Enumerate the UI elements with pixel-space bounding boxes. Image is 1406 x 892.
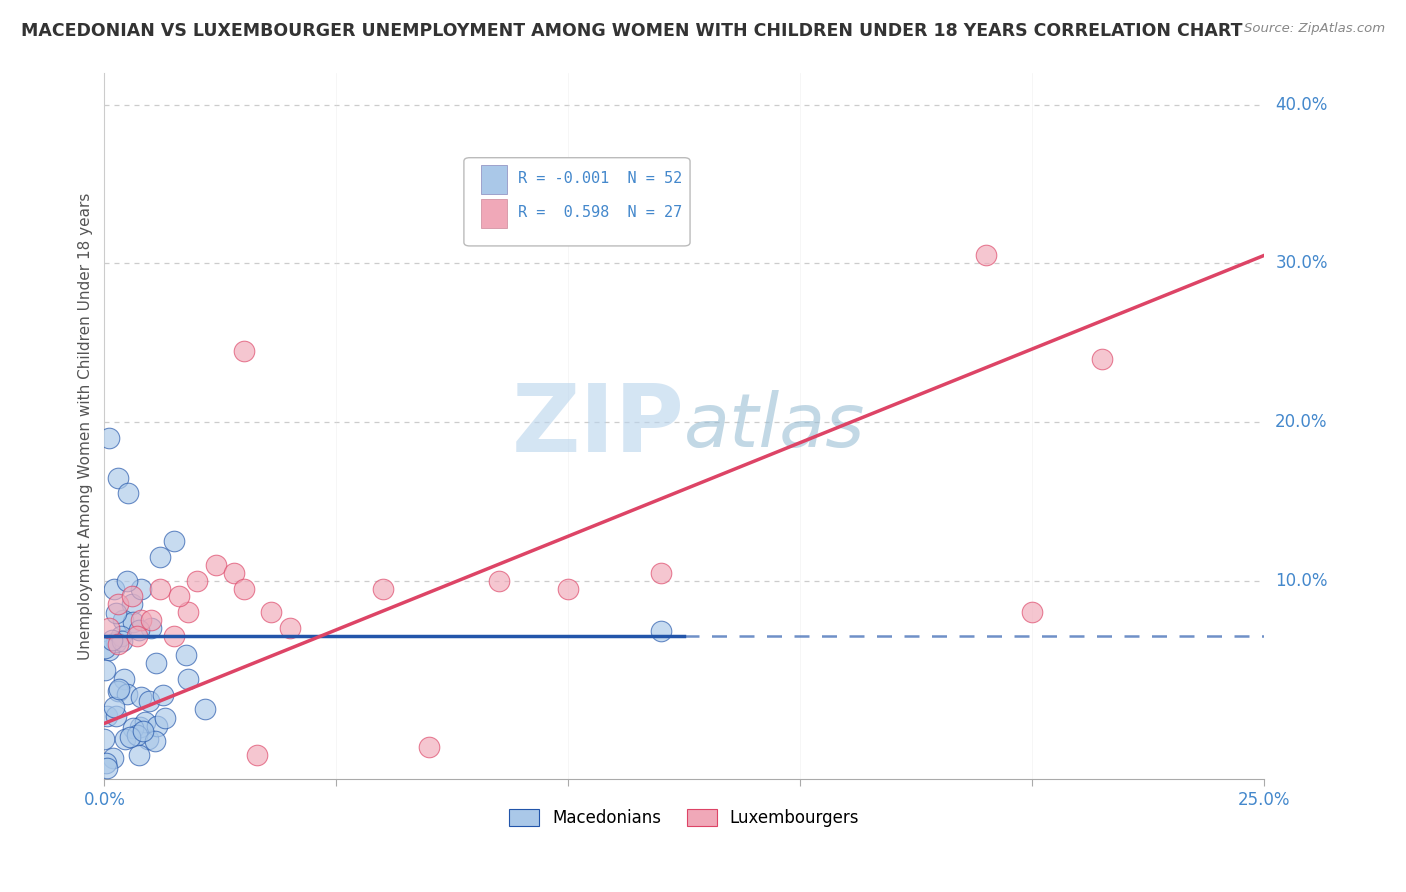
FancyBboxPatch shape xyxy=(481,165,506,194)
Point xyxy=(107,682,129,697)
Point xyxy=(98,431,121,445)
Point xyxy=(974,248,997,262)
Point xyxy=(152,689,174,703)
Point xyxy=(117,574,139,589)
FancyBboxPatch shape xyxy=(481,199,506,228)
Point xyxy=(557,582,579,596)
Point xyxy=(121,590,143,604)
Point xyxy=(143,734,166,748)
Point xyxy=(134,714,156,729)
Point xyxy=(149,582,172,596)
Point xyxy=(128,623,150,637)
Text: 30.0%: 30.0% xyxy=(1275,254,1327,272)
Point xyxy=(107,598,129,612)
Point xyxy=(125,629,148,643)
Point xyxy=(104,709,127,723)
Point xyxy=(177,672,200,686)
Point xyxy=(107,637,129,651)
Point xyxy=(194,702,217,716)
Point xyxy=(107,470,129,484)
Point xyxy=(128,748,150,763)
Point xyxy=(110,629,132,643)
Text: atlas: atlas xyxy=(685,390,866,462)
Point xyxy=(121,598,143,612)
Point xyxy=(149,549,172,564)
Point xyxy=(105,606,128,620)
Point xyxy=(278,621,301,635)
Point xyxy=(186,574,208,588)
Point xyxy=(155,711,177,725)
Point xyxy=(418,740,440,755)
Point xyxy=(204,558,226,572)
Y-axis label: Unemployment Among Women with Children Under 18 years: Unemployment Among Women with Children U… xyxy=(79,193,93,660)
Point xyxy=(93,732,115,747)
Point xyxy=(122,615,145,629)
Point xyxy=(94,640,117,655)
Text: 40.0%: 40.0% xyxy=(1275,95,1327,113)
Point xyxy=(128,720,150,734)
Point xyxy=(127,728,149,742)
Text: ZIP: ZIP xyxy=(512,380,685,472)
Point xyxy=(138,732,160,747)
Text: 20.0%: 20.0% xyxy=(1275,413,1327,431)
Point xyxy=(139,621,162,635)
Point xyxy=(246,748,269,763)
Point xyxy=(131,582,153,596)
Point xyxy=(96,761,118,775)
Point xyxy=(224,566,246,580)
Legend: Macedonians, Luxembourgers: Macedonians, Luxembourgers xyxy=(502,803,866,834)
Point xyxy=(371,582,394,596)
Point xyxy=(167,590,190,604)
Text: 10.0%: 10.0% xyxy=(1275,572,1327,590)
Point xyxy=(129,690,152,704)
Point xyxy=(650,624,672,639)
Point xyxy=(146,719,169,733)
Point xyxy=(120,730,142,744)
Point xyxy=(93,663,115,677)
FancyBboxPatch shape xyxy=(464,158,690,246)
Point xyxy=(105,635,128,649)
Point xyxy=(1021,605,1043,619)
Point xyxy=(101,633,124,648)
Text: R = -0.001  N = 52: R = -0.001 N = 52 xyxy=(519,171,683,186)
Point xyxy=(174,648,197,663)
Point xyxy=(145,657,167,671)
Point xyxy=(139,613,162,627)
Point xyxy=(650,566,672,580)
Point xyxy=(111,634,134,648)
Point xyxy=(177,605,200,619)
Point xyxy=(163,533,186,548)
Point xyxy=(1091,351,1114,366)
Point xyxy=(117,687,139,701)
Point xyxy=(121,721,143,735)
Point xyxy=(488,574,510,588)
Point xyxy=(112,672,135,686)
Point xyxy=(131,613,153,627)
Point xyxy=(163,629,186,643)
Text: MACEDONIAN VS LUXEMBOURGER UNEMPLOYMENT AMONG WOMEN WITH CHILDREN UNDER 18 YEARS: MACEDONIAN VS LUXEMBOURGER UNEMPLOYMENT … xyxy=(21,22,1243,40)
Point xyxy=(232,582,254,596)
Point xyxy=(103,582,125,596)
Text: Source: ZipAtlas.com: Source: ZipAtlas.com xyxy=(1244,22,1385,36)
Point xyxy=(103,699,125,714)
Point xyxy=(98,621,121,635)
Point xyxy=(132,724,155,739)
Point xyxy=(94,756,117,770)
Point xyxy=(111,613,134,627)
Text: R =  0.598  N = 27: R = 0.598 N = 27 xyxy=(519,205,683,220)
Point xyxy=(107,684,129,698)
Point xyxy=(114,732,136,747)
Point xyxy=(232,343,254,358)
Point xyxy=(260,605,283,619)
Point xyxy=(96,709,118,723)
Point xyxy=(98,642,121,657)
Point xyxy=(138,694,160,708)
Point xyxy=(117,486,139,500)
Point xyxy=(101,751,124,765)
